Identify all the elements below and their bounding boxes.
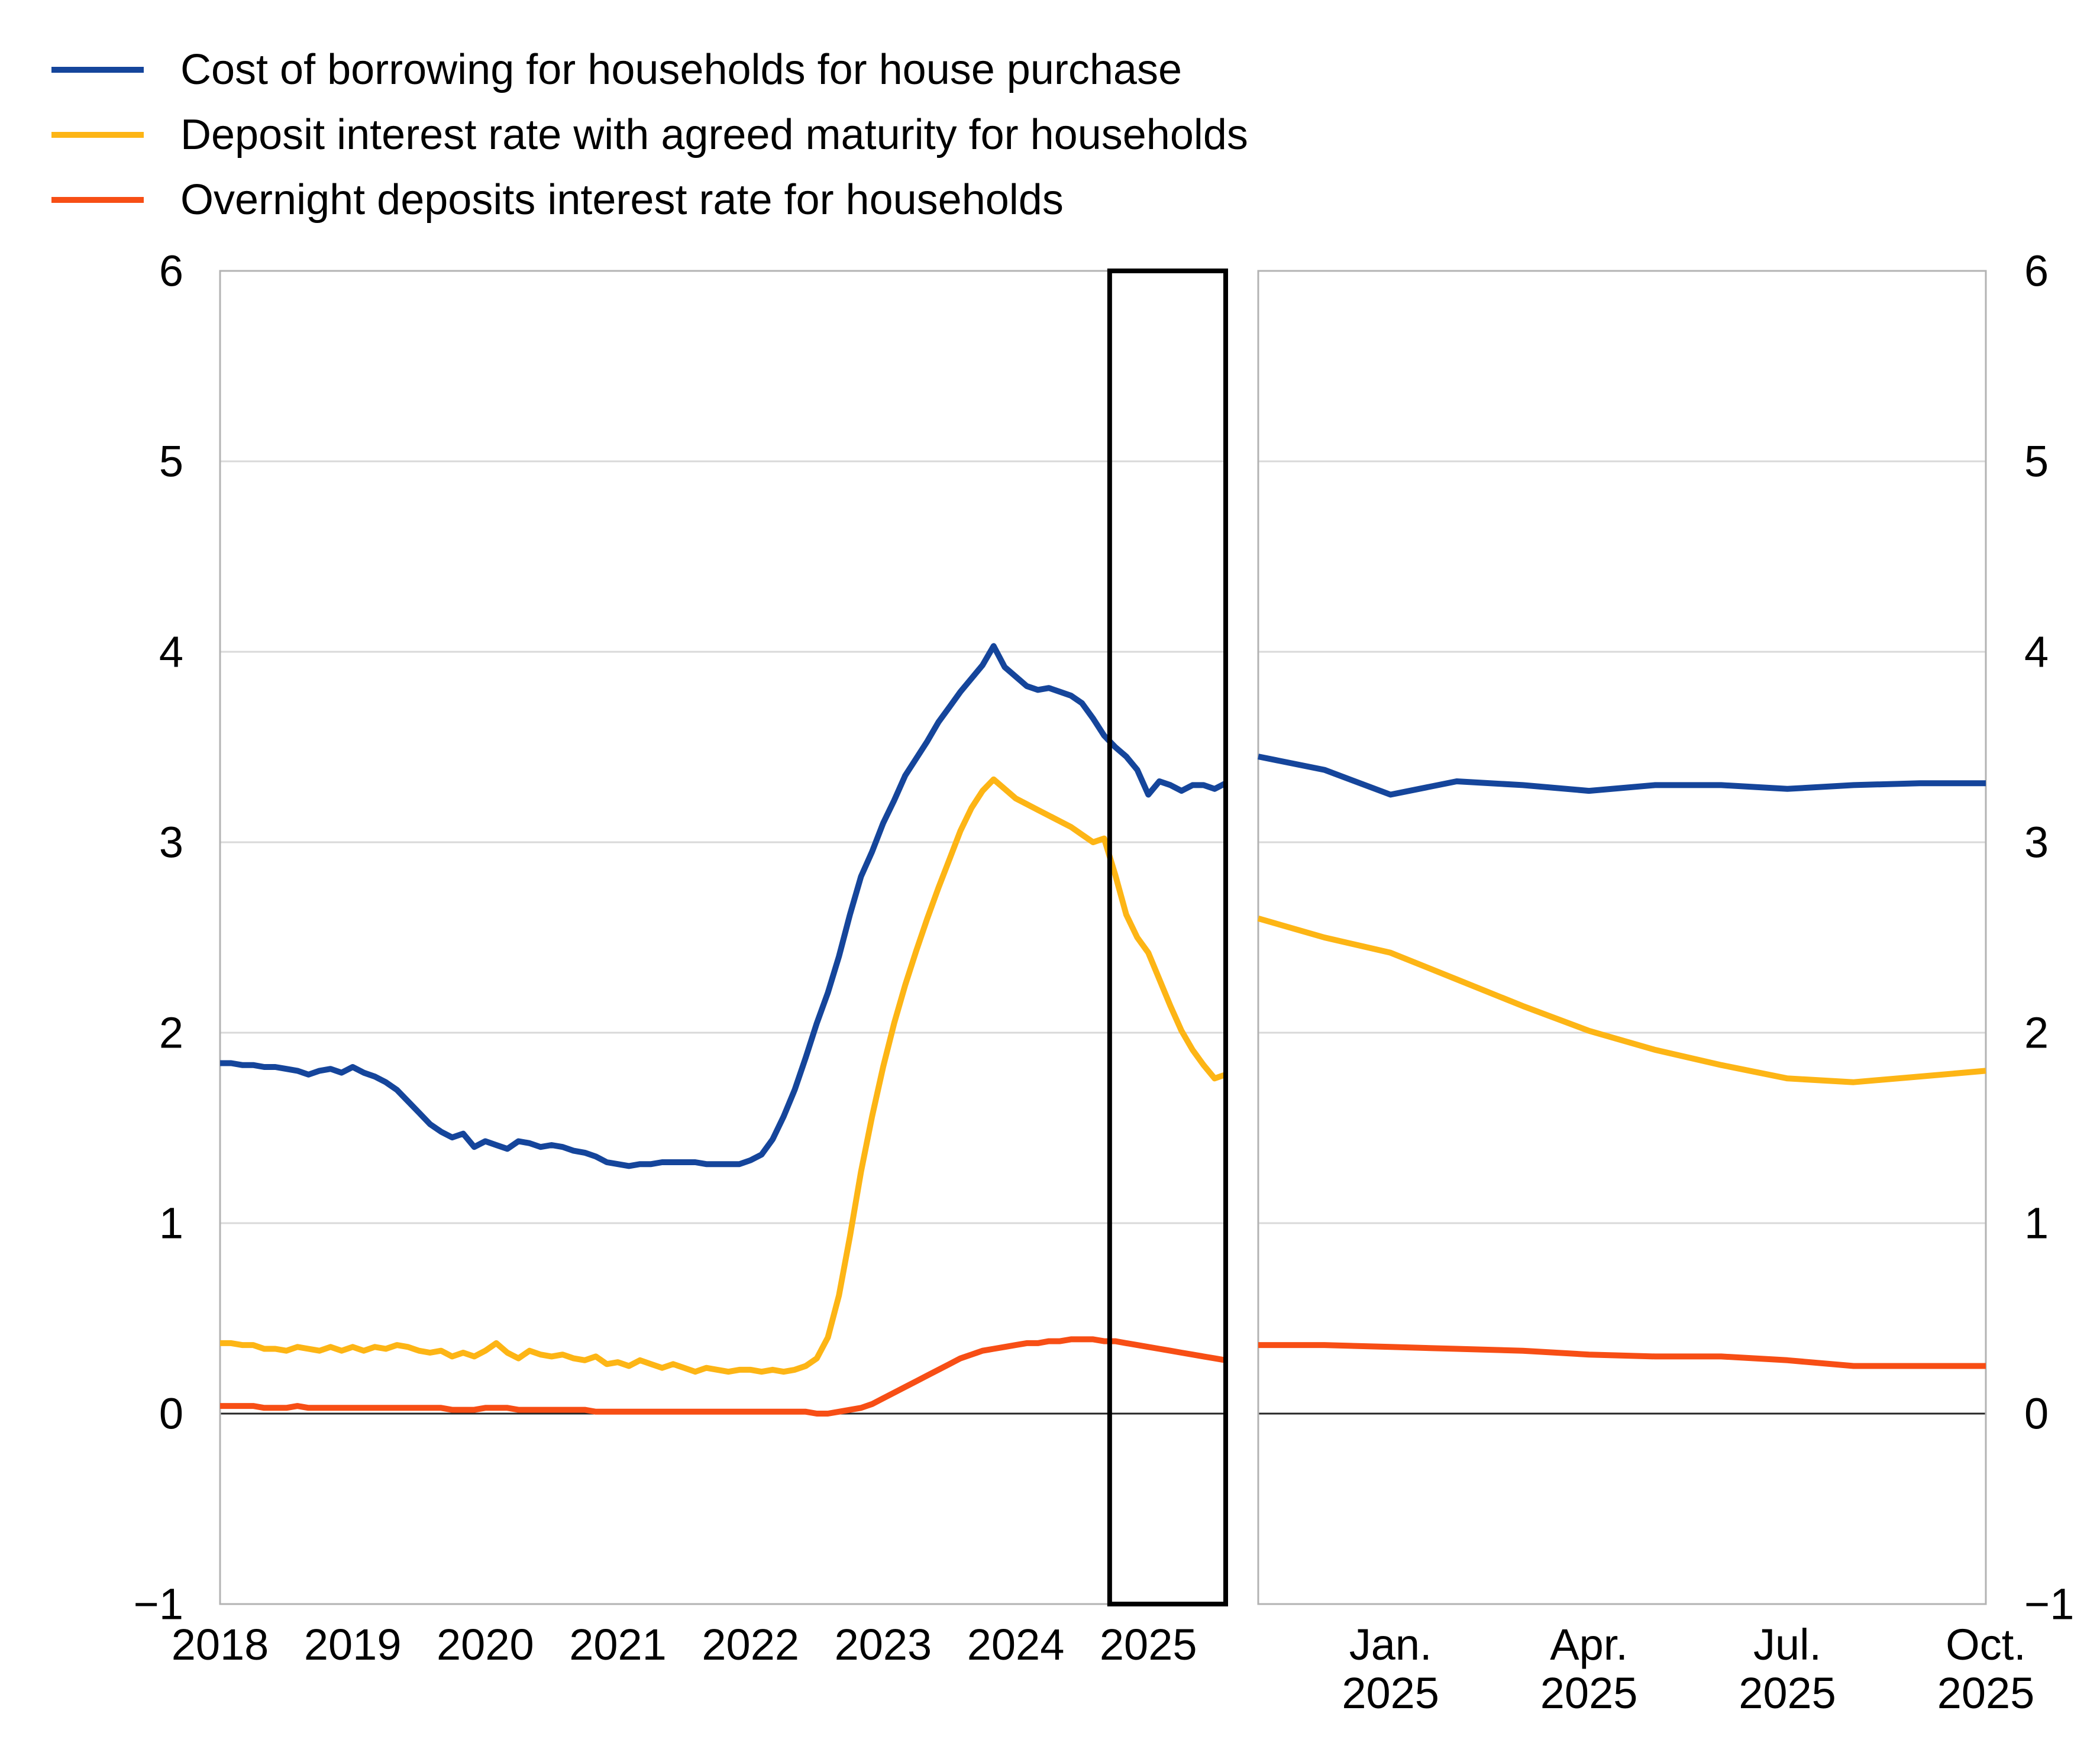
- x-tick-label: Oct.: [1946, 1620, 2026, 1669]
- x-tick-label: 2021: [569, 1620, 667, 1669]
- x-tick-label: 2024: [967, 1620, 1065, 1669]
- legend-swatch-blue-line: [51, 67, 144, 73]
- x-tick-label: Jan.: [1349, 1620, 1432, 1669]
- series-line-1: [220, 776, 1227, 1375]
- x-tick-label: 2022: [702, 1620, 799, 1669]
- x-tick-label: 2025: [1540, 1669, 1638, 1718]
- legend-swatch-yellow-line: [51, 132, 144, 138]
- x-tick-label: 2025: [1739, 1669, 1836, 1718]
- x-tick-label: 2023: [835, 1620, 932, 1669]
- y-tick-label: 3: [159, 818, 183, 867]
- y-tick-label: 2: [159, 1008, 183, 1058]
- y-tick-label: 1: [2024, 1199, 2049, 1248]
- x-tick-label: Jul.: [1753, 1620, 1821, 1669]
- legend-label: Deposit interest rate with agreed maturi…: [180, 111, 1248, 159]
- x-tick-label: 2025: [1937, 1669, 2035, 1718]
- y-tick-label: 6: [159, 247, 183, 296]
- legend-label: Overnight deposits interest rate for hou…: [180, 176, 1064, 224]
- y-tick-label: 1: [159, 1199, 183, 1248]
- y-tick-label: 5: [159, 437, 183, 486]
- x-tick-label: 2020: [437, 1620, 534, 1669]
- series-line-2: [1258, 1342, 1986, 1369]
- y-tick-label: 0: [2024, 1389, 2049, 1438]
- highlight-rectangle: [1107, 269, 1229, 1606]
- y-tick-label: 4: [2024, 628, 2049, 677]
- y-tick-label: −1: [2024, 1580, 2074, 1629]
- y-tick-label: 2: [2024, 1008, 2049, 1058]
- legend-swatch-red-line: [51, 197, 144, 203]
- x-tick-label: 2025: [1100, 1620, 1197, 1669]
- x-tick-label: 2019: [304, 1620, 402, 1669]
- y-tick-label: −1: [134, 1580, 183, 1629]
- series-line-0: [220, 643, 1227, 1169]
- x-tick-label: Apr.: [1550, 1620, 1628, 1669]
- legend-item: Overnight deposits interest rate for hou…: [51, 176, 1064, 224]
- legend-label: Cost of borrowing for households for hou…: [180, 46, 1182, 93]
- legend-item: Cost of borrowing for households for hou…: [51, 46, 1182, 93]
- legend-item: Deposit interest rate with agreed maturi…: [51, 111, 1248, 159]
- y-tick-label: 3: [2024, 818, 2049, 867]
- series-line-0: [1258, 754, 1986, 798]
- y-tick-label: 5: [2024, 437, 2049, 486]
- x-tick-label: 2025: [1342, 1669, 1439, 1718]
- series-line-1: [1257, 915, 1986, 1085]
- series-line-2: [220, 1336, 1226, 1417]
- y-tick-label: 0: [159, 1389, 183, 1438]
- x-tick-label: 2018: [172, 1620, 269, 1669]
- overview-panel-border: [219, 270, 1227, 1605]
- y-tick-label: 4: [159, 628, 183, 677]
- y-tick-label: 6: [2024, 247, 2049, 296]
- zoom-2025-panel-border: [1257, 270, 1987, 1605]
